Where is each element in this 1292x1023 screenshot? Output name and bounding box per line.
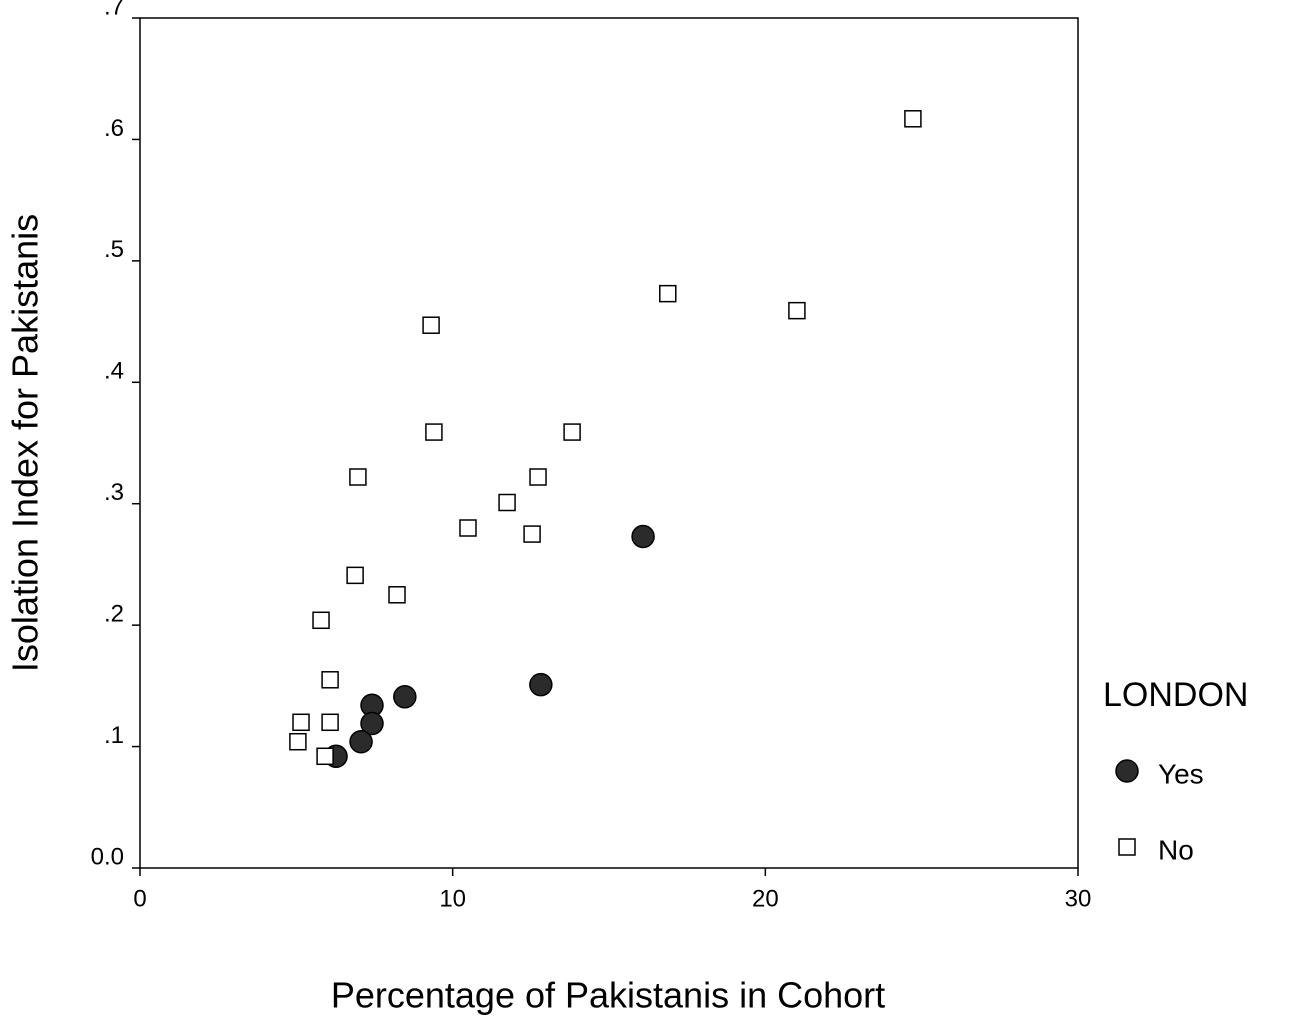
point [788,301,806,320]
y-tick-label: .7 [104,0,124,20]
x-tick-label: 0 [133,885,146,912]
x-axis-label: Percentage of Pakistanis in Cohort [331,975,885,1016]
point [393,685,417,709]
point [425,423,443,441]
point [292,713,310,732]
point [904,110,922,128]
point [529,672,553,697]
point [289,732,307,751]
legend-title: LONDON [1103,676,1248,714]
x-tick-label: 30 [1065,885,1092,912]
x-tick-label: 20 [752,885,779,912]
point [459,519,477,537]
point [388,586,406,604]
y-axis-label: Isolation Index for Pakistanis [5,214,46,672]
point [422,316,440,334]
legend-marker [1115,759,1139,783]
y-tick-label: .1 [104,722,124,749]
point [659,284,677,303]
point [498,493,516,512]
point [529,468,547,486]
point [631,524,655,549]
plot-frame [139,17,1079,869]
y-tick-label: .6 [104,115,124,142]
x-tick-label: 10 [439,885,466,912]
point [523,525,541,543]
point [321,713,339,732]
point [312,611,330,630]
legend-label: No [1158,834,1194,865]
point [360,711,384,736]
point [346,566,364,585]
y-tick-label: .4 [104,358,124,385]
point [321,671,339,689]
point [316,747,334,766]
point [349,468,367,486]
y-tick-label: .3 [104,479,124,506]
y-tick-label: .5 [104,236,124,263]
legend-marker [1118,838,1136,856]
y-tick-label: .2 [104,600,124,627]
y-tick-label: 0.0 [91,843,124,870]
point [349,729,373,754]
point [563,423,581,441]
legend-label: Yes [1158,758,1204,789]
